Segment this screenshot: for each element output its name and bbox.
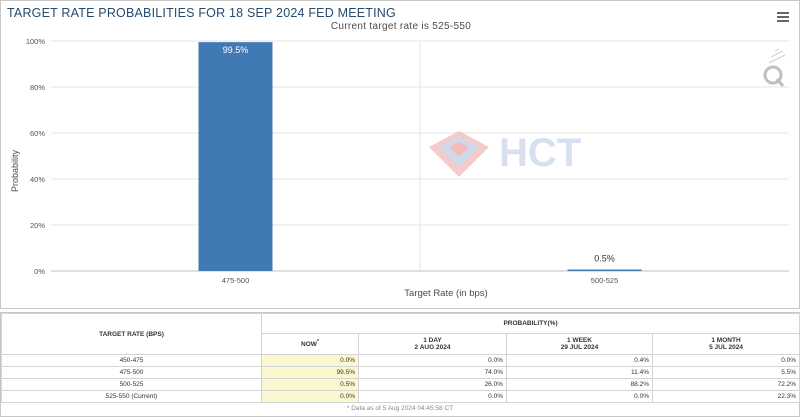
bars	[198, 42, 642, 272]
table-row: 450-475 0.0% 0.0% 0.4% 0.0%	[1, 354, 800, 367]
chart-title: TARGET RATE PROBABILITIES FOR 18 SEP 202…	[7, 6, 396, 20]
probability-table: TARGET RATE (BPS) PROBABILITY(%) NOW* 1 …	[1, 313, 800, 403]
chart-subtitle: Current target rate is 525-550	[330, 21, 472, 32]
rate-cell: 525-550 (Current)	[1, 390, 262, 403]
y-axis-title: Probability	[10, 149, 20, 192]
now-footnote-marker: *	[316, 339, 319, 346]
data-timestamp-footnote: * Data as of 5 Aug 2024 04:45:58 CT	[346, 405, 454, 412]
rate-cell: 475-500	[1, 366, 262, 379]
data-label: 0.5%	[594, 254, 615, 264]
hamburger-menu-icon[interactable]	[777, 12, 789, 22]
one-day-cell: 0.0%	[358, 390, 507, 403]
now-label: NOW	[301, 341, 317, 349]
one-month-date: 5 JUL 2024	[709, 344, 743, 351]
probability-bar-chart: 0% 20% 40% 60% 80% 100% 99.5% 475-500 0.5% 500-52…	[10, 37, 789, 299]
x-tick-label: 475-500	[222, 276, 250, 285]
grid-lines	[51, 40, 789, 272]
one-month-label: 1 MONTH	[711, 337, 741, 344]
rate-cell: 500-525	[1, 378, 262, 391]
one-week-column-header: 1 WEEK 29 JUL 2024	[506, 333, 653, 355]
one-month-cell: 22.3%	[651, 390, 800, 403]
table-row: 500-525 0.5% 26.0% 88.2% 72.2%	[1, 378, 800, 391]
probability-table-panel: TARGET RATE (BPS) PROBABILITY(%) NOW* 1 …	[0, 312, 800, 417]
now-column-header: NOW*	[261, 333, 359, 355]
watermark-text: HCT	[499, 131, 581, 175]
x-axis-title: Target Rate (in bps)	[404, 288, 487, 299]
now-cell: 0.0%	[261, 354, 359, 367]
bar	[567, 269, 642, 271]
one-day-column-header: 1 DAY 2 AUG 2024	[358, 333, 507, 355]
probability-group-header: PROBABILITY(%)	[260, 313, 800, 334]
x-tick-label: 500-525	[591, 276, 619, 285]
one-month-column-header: 1 MONTH 5 JUL 2024	[651, 333, 800, 355]
one-week-cell: 0.0%	[506, 390, 653, 403]
now-cell: 99.5%	[261, 366, 359, 379]
y-tick-label: 100%	[26, 37, 46, 46]
chart-panel: 0% 20% 40% 60% 80% 100% 99.5% 475-500 0.5% 500-52…	[0, 0, 800, 309]
one-week-label: 1 WEEK	[567, 337, 592, 344]
hct-watermark-logo: HCT	[429, 131, 581, 177]
one-week-cell: 0.4%	[506, 354, 653, 367]
labels: 0% 20% 40% 60% 80% 100% 99.5% 475-500 0.5% 500-52…	[10, 37, 618, 299]
one-day-date: 2 AUG 2024	[414, 344, 451, 351]
y-tick-label: 40%	[30, 175, 45, 184]
one-month-cell: 5.5%	[651, 366, 800, 379]
one-week-date: 29 JUL 2024	[560, 344, 599, 351]
one-week-cell: 88.2%	[506, 378, 653, 391]
now-cell: 0.0%	[261, 390, 359, 403]
one-day-cell: 0.0%	[358, 354, 507, 367]
table-row: 475-500 99.5% 74.0% 11.4% 5.5%	[1, 366, 800, 379]
one-week-cell: 11.4%	[506, 366, 653, 379]
y-tick-label: 60%	[30, 129, 45, 138]
one-month-cell: 0.0%	[651, 354, 800, 367]
one-day-label: 1 DAY	[423, 337, 442, 344]
bar	[198, 42, 273, 272]
y-tick-label: 20%	[30, 221, 45, 230]
target-rate-header: TARGET RATE (BPS)	[1, 313, 262, 355]
one-month-cell: 72.2%	[651, 378, 800, 391]
now-cell: 0.5%	[261, 378, 359, 391]
y-tick-label: 0%	[34, 267, 45, 276]
q-logo-icon	[763, 49, 786, 87]
y-tick-label: 80%	[30, 83, 45, 92]
data-label: 99.5%	[223, 45, 249, 55]
one-day-cell: 26.0%	[358, 378, 507, 391]
rate-cell: 450-475	[1, 354, 262, 367]
one-day-cell: 74.0%	[358, 366, 507, 379]
table-row: 525-550 (Current) 0.0% 0.0% 0.0% 22.3%	[1, 390, 800, 403]
